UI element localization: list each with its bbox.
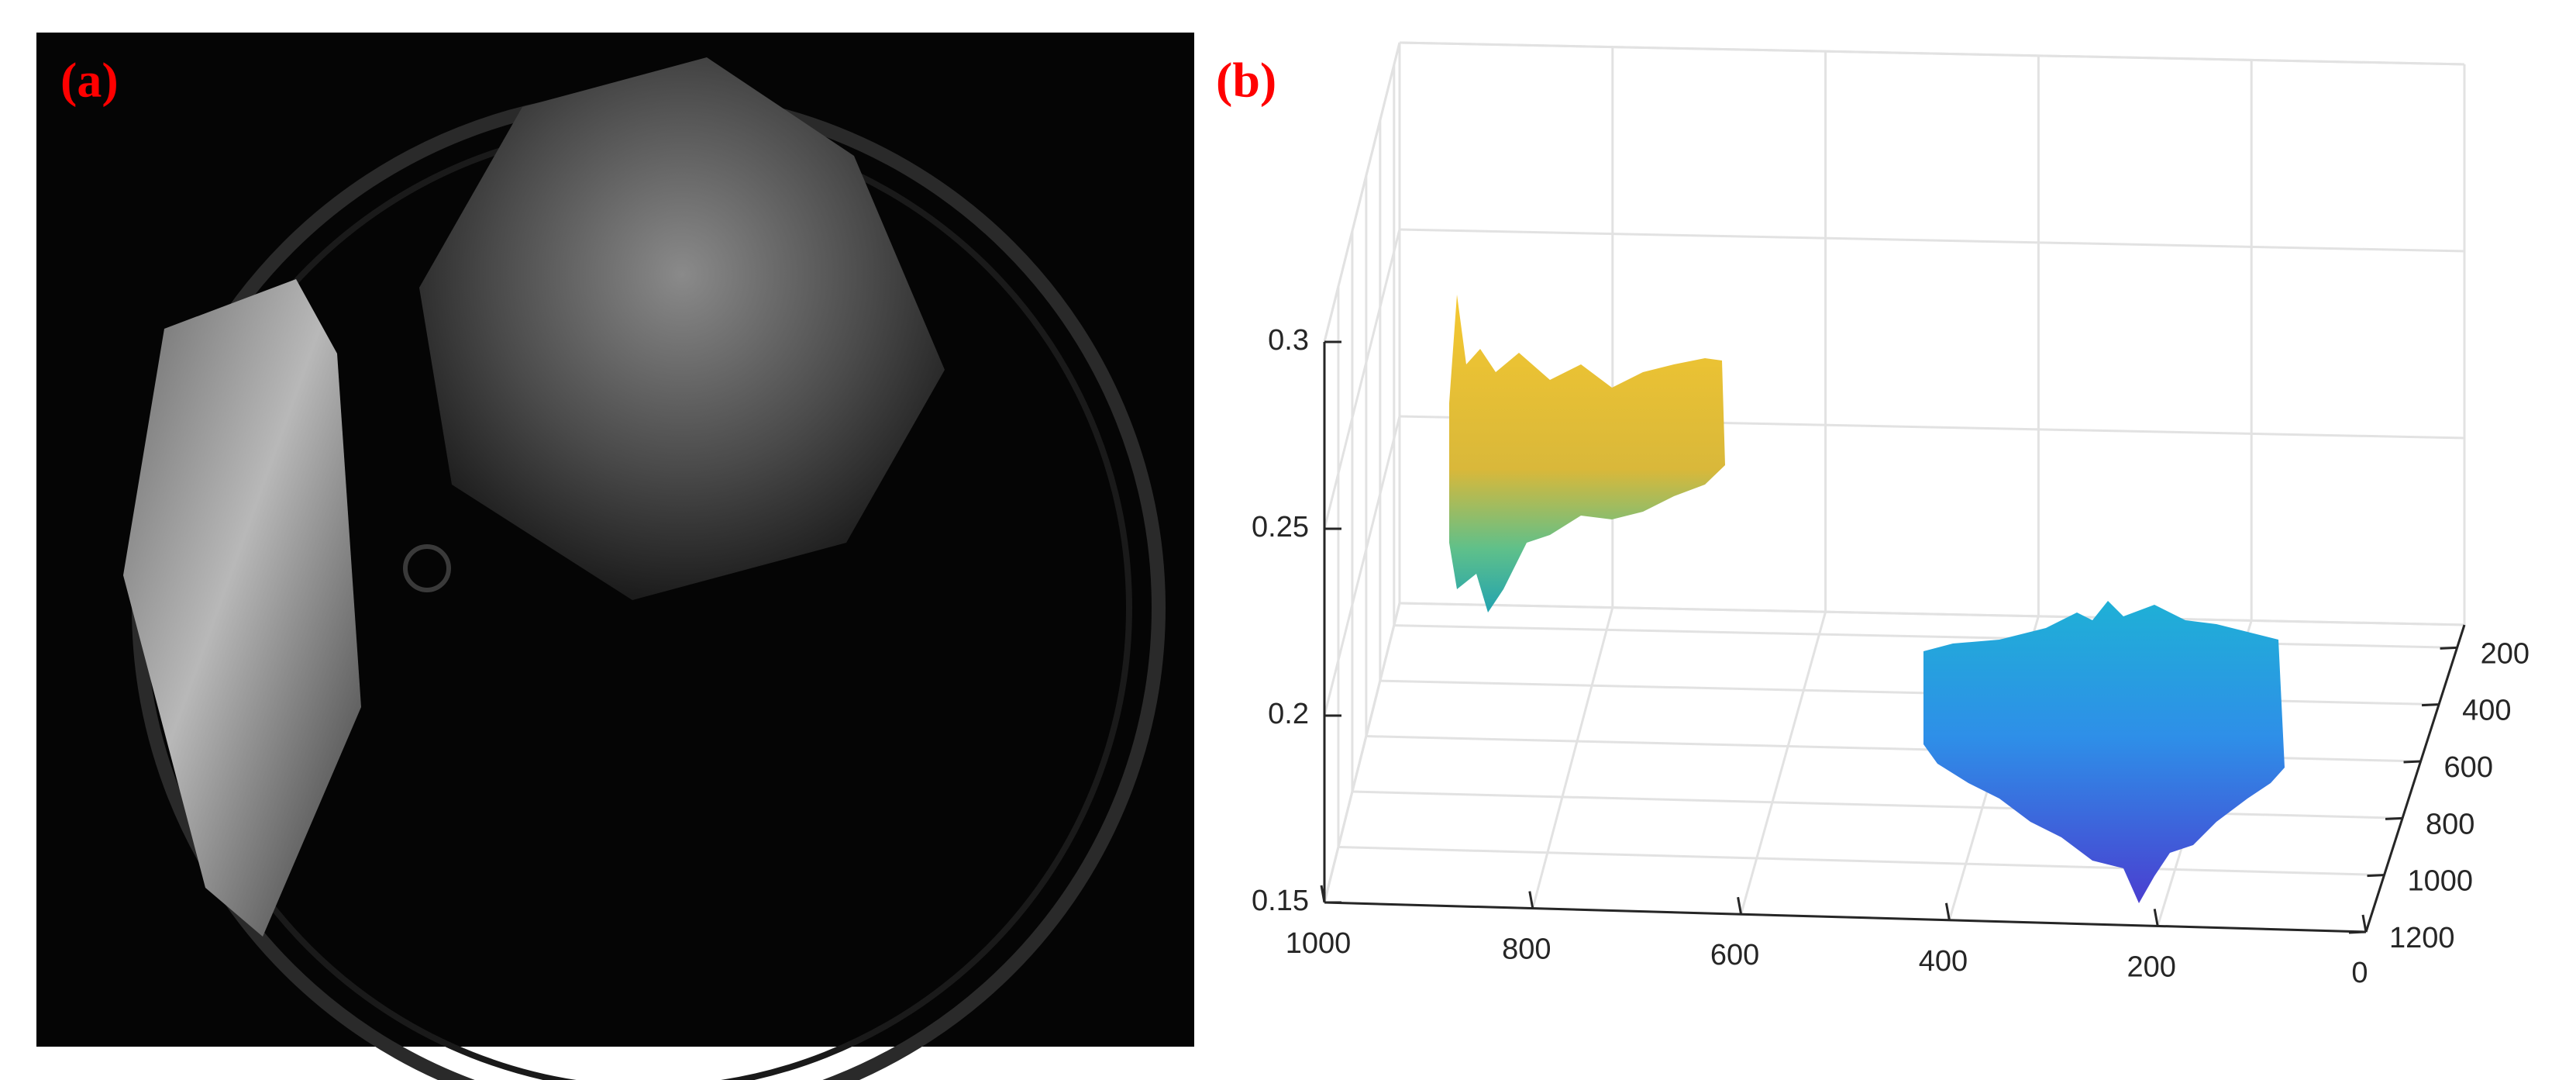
plot-3d: 0 200 400 600 800 1000 200 400 600 800 1000 1200 0.1…	[1252, 41, 2530, 989]
x-tick-label: 600	[1710, 939, 1759, 971]
tick-mark	[2367, 874, 2385, 878]
z-tick-label: 0.15	[1252, 885, 1309, 917]
grid-line	[1740, 611, 1827, 915]
x-tick-label: 400	[1919, 945, 1968, 978]
tick-mark	[1737, 896, 1743, 915]
box-edge	[1399, 41, 2465, 66]
tick-mark	[2385, 816, 2403, 820]
x-tick-label: 1000	[1286, 927, 1352, 960]
grid-line	[1323, 229, 1401, 530]
surface-region	[1449, 295, 1725, 612]
y-tick-label: 800	[2426, 808, 2474, 840]
grid-line	[1531, 607, 1614, 909]
grid-line	[1323, 416, 1401, 716]
x-tick-label: 0	[2351, 957, 2368, 989]
grid-line	[1338, 846, 2385, 877]
tick-mark	[1320, 885, 1326, 903]
surface	[1449, 295, 2285, 903]
tick-mark	[2348, 930, 2367, 934]
tick-mark	[2422, 703, 2440, 707]
z-tick-label: 0.3	[1268, 324, 1309, 357]
photo-hexagon	[419, 57, 945, 600]
tick-mark	[2361, 914, 2368, 933]
box-edge	[1323, 42, 1401, 343]
tick-mark	[1528, 891, 1534, 909]
panel-label: (a)	[60, 53, 119, 108]
y-tick-label: 1200	[2389, 922, 2455, 954]
panel-label: (b)	[1216, 53, 1276, 108]
y-tick-label: 200	[2481, 637, 2530, 670]
y-tick-label: 1000	[2408, 865, 2474, 898]
axis-line	[2364, 624, 2466, 933]
axis-line	[1324, 901, 2367, 933]
tick-mark	[2403, 760, 2421, 764]
z-tick-label: 0.25	[1252, 511, 1309, 543]
z-tick-label: 0.2	[1268, 698, 1309, 730]
y-tick-label: 600	[2444, 751, 2493, 784]
tick-mark	[2153, 909, 2159, 926]
box-edge	[1323, 602, 1401, 903]
y-tick-label: 400	[2462, 695, 2511, 727]
x-tick-label: 800	[1502, 933, 1551, 966]
grid-line	[1399, 228, 2465, 253]
photo-lens	[123, 279, 361, 937]
surface-region	[1923, 601, 2285, 903]
photo-spot	[403, 544, 451, 592]
box-edge	[1399, 602, 2465, 626]
tick-mark	[1944, 902, 1951, 921]
x-tick-label: 200	[2127, 951, 2175, 983]
tick-mark	[2440, 646, 2457, 650]
grid-line	[1352, 790, 2403, 819]
grid-line	[1393, 624, 2457, 649]
